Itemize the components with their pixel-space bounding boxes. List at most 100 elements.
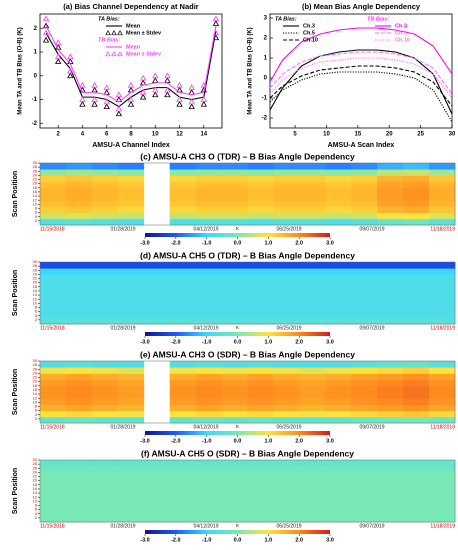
colorbar-label: K [236, 226, 239, 231]
y-tick-label: 0 [34, 73, 38, 79]
heatmap-cell [91, 478, 119, 486]
x-tick-label: 10 [323, 132, 330, 138]
heatmap-cell [429, 478, 456, 486]
x-tick-label: 6 [105, 132, 109, 138]
heatmap-cell [429, 175, 456, 182]
heatmap-cell [299, 385, 326, 393]
stdev-marker [188, 89, 195, 95]
heatmap-cell [273, 515, 300, 523]
heatmap-cell [299, 509, 326, 517]
heatmap-cell [91, 163, 119, 170]
heatmap-cell [65, 367, 93, 374]
heatmap-cell [65, 218, 93, 226]
heatmap-cell [403, 361, 430, 368]
series-line [269, 65, 453, 107]
stdev-marker [164, 86, 171, 93]
heatmap-cell [325, 218, 352, 226]
heatmap-cell [91, 410, 119, 418]
heatmap-cell [195, 416, 222, 424]
heatmap-cell [65, 373, 93, 380]
heatmap-cell [221, 206, 248, 213]
x-tick-label: 12 [176, 132, 183, 138]
heatmap-cell [195, 311, 222, 319]
heatmap-cell [403, 305, 430, 312]
heatmap-cell [65, 491, 93, 498]
heatmap-cell [273, 163, 300, 170]
y-tick-label: 22 [33, 276, 38, 281]
heatmap-cell [195, 379, 222, 387]
x-tick-label: 8 [129, 132, 133, 138]
heatmap-cell [351, 503, 378, 510]
heatmap-cell [221, 299, 248, 306]
heatmap-cell [91, 274, 119, 281]
heatmap-cell [351, 311, 378, 319]
heatmap-cell [429, 373, 456, 380]
legend-marker [117, 30, 123, 36]
heatmap-cell [377, 311, 404, 319]
heatmap-cell [299, 466, 326, 473]
heatmap-cell [351, 497, 378, 504]
heatmap-cell [91, 503, 119, 510]
heatmap-cell [247, 274, 274, 281]
heatmap-cell [273, 361, 300, 368]
heatmap-cell [273, 175, 300, 182]
heatmap-cell [351, 181, 378, 189]
legend-label: Ch.3 [303, 23, 315, 29]
heatmap-cell [117, 373, 145, 380]
heatmap-cell [351, 392, 378, 399]
x-tick-label: 14 [200, 132, 207, 138]
heatmap-cell [169, 317, 197, 325]
legend-marker [105, 30, 111, 36]
heatmap-cell [169, 212, 197, 220]
heatmap-cell [429, 484, 456, 492]
heatmap-cell [429, 317, 456, 325]
heatmap-cell [247, 268, 274, 275]
heatmap-cell [221, 497, 248, 504]
y-tick-label: 4 [35, 214, 38, 219]
heatmap-cell [351, 466, 378, 473]
heatmap-cell [429, 404, 456, 411]
heatmap-cell [40, 194, 67, 201]
x-tick-label: 06/25/2019 [276, 424, 301, 430]
heatmap-cell [403, 478, 430, 486]
heatmap-cell [169, 373, 197, 380]
heatmap-cell [403, 169, 430, 176]
stdev-marker [176, 96, 183, 102]
heatmap-cell [325, 212, 352, 220]
y-tick-label: 6 [35, 309, 38, 314]
heatmap-cell [247, 484, 274, 492]
heatmap-cell [273, 478, 300, 486]
heatmap-cell [91, 206, 119, 213]
heatmap-cell [169, 398, 197, 405]
heatmap-cell [65, 169, 93, 176]
heatmap-cell [221, 515, 248, 523]
heatmap-cell [299, 280, 326, 288]
stdev-marker [42, 15, 50, 22]
heatmap-cell [195, 200, 222, 207]
y-tick-label: 26 [33, 465, 38, 470]
heatmap-cell [247, 286, 274, 294]
heatmap-cell [117, 169, 145, 176]
heatmap-cell [273, 317, 300, 325]
heatmap-cell [221, 305, 248, 312]
heatmap-cell [65, 472, 93, 479]
series-line [269, 71, 453, 123]
stdev-marker [164, 91, 171, 98]
heatmap-cell [65, 280, 93, 288]
heatmap-cell [195, 280, 222, 288]
stdev-marker [188, 84, 195, 91]
heatmap-cell [221, 280, 248, 288]
y-tick-label: 20 [33, 478, 38, 483]
heatmap-cell [169, 280, 197, 288]
x-tick-label: 10 [152, 132, 159, 138]
stdev-marker [200, 96, 207, 102]
heatmap-cell [273, 410, 300, 418]
heatmap-cell [91, 509, 119, 517]
x-tick-label: 01/28/2019 [110, 424, 135, 430]
heatmap-cell [429, 194, 456, 201]
heatmap-cell [377, 280, 404, 288]
stdev-marker [200, 81, 207, 88]
heatmap-cell [195, 472, 222, 479]
y-tick-label: 12 [33, 395, 38, 400]
series-line [45, 25, 217, 103]
